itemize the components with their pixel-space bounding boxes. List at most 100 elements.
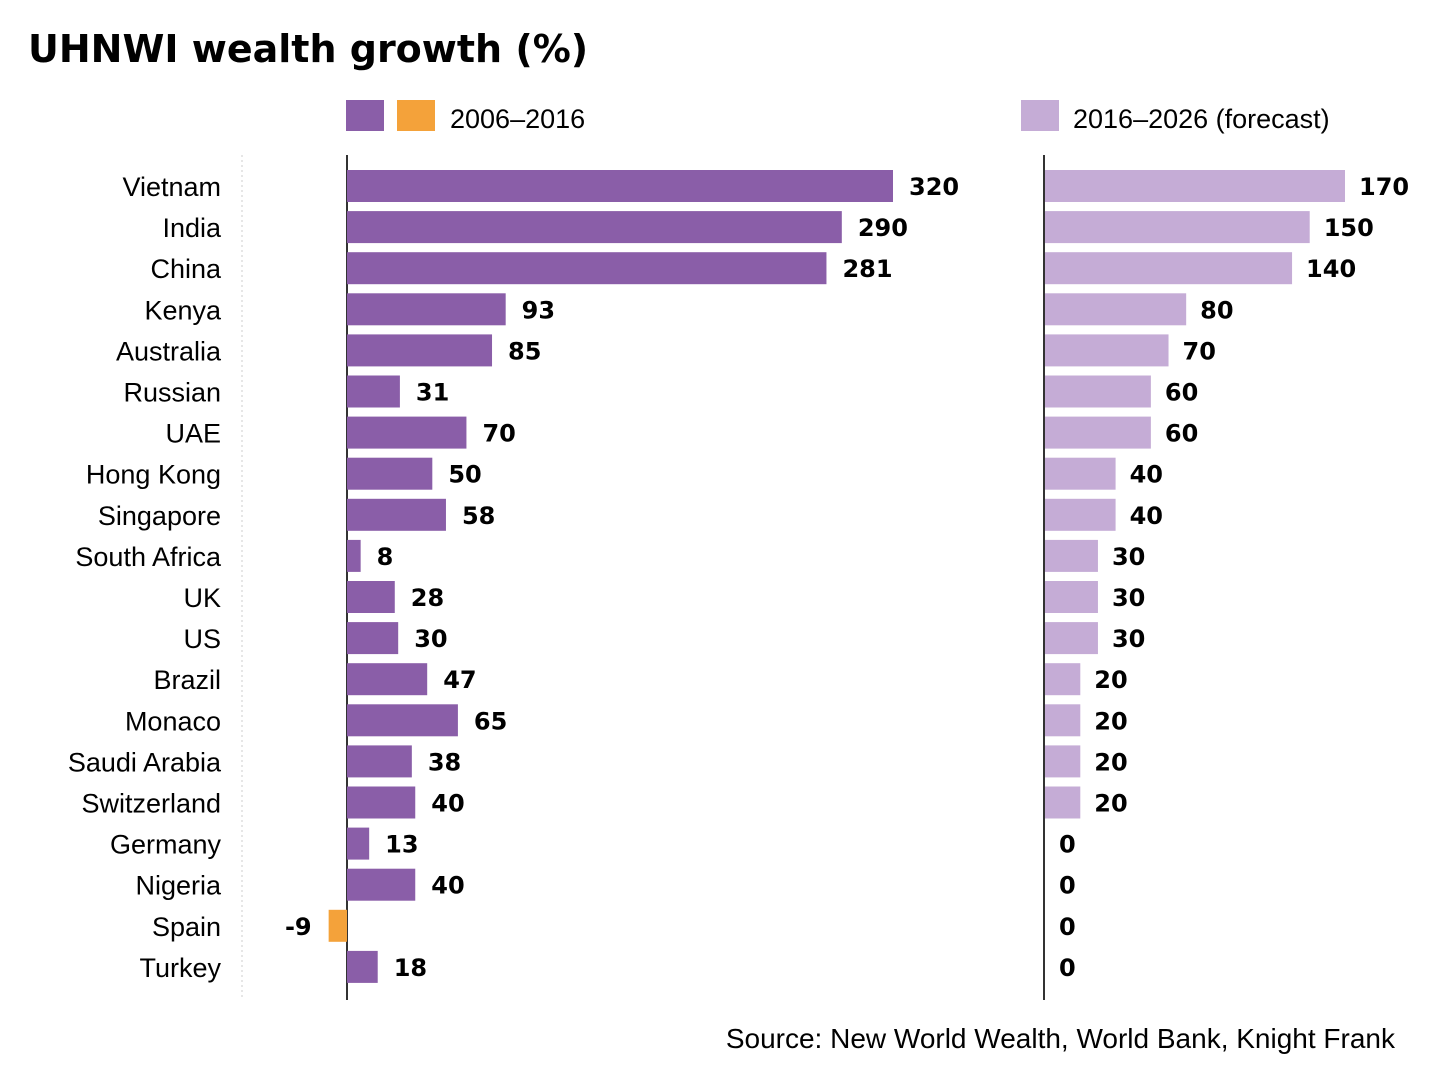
value-label-forecast-india: 150 <box>1324 214 1374 242</box>
value-label-forecast-singapore: 40 <box>1130 502 1163 530</box>
value-label-2006-2016-uae: 70 <box>482 420 515 448</box>
bar-2006-2016-south-africa <box>347 539 361 572</box>
value-label-forecast-brazil: 20 <box>1094 666 1127 694</box>
value-label-2006-2016-turkey: 18 <box>394 954 427 982</box>
bar-2006-2016-vietnam <box>347 170 893 202</box>
value-label-forecast-saudi-arabia: 20 <box>1094 748 1127 776</box>
value-label-2006-2016-kenya: 93 <box>522 296 555 324</box>
value-label-2006-2016-brazil: 47 <box>443 666 476 694</box>
value-label-2006-2016-switzerland: 40 <box>431 790 464 818</box>
legend-label-2006-2016: 2006–2016 <box>450 104 585 134</box>
value-label-forecast-china: 140 <box>1306 255 1356 283</box>
bar-forecast-saudi-arabia <box>1045 745 1081 778</box>
value-label-2006-2016-russian: 31 <box>416 379 449 407</box>
bar-forecast-china <box>1045 252 1293 285</box>
bar-2006-2016-us <box>347 622 399 655</box>
value-label-forecast-nigeria: 0 <box>1059 872 1076 900</box>
value-label-forecast-monaco: 20 <box>1094 707 1127 735</box>
bar-forecast-south-africa <box>1045 539 1098 572</box>
value-label-2006-2016-australia: 85 <box>508 337 541 365</box>
bar-2006-2016-australia <box>347 334 493 367</box>
bar-2006-2016-singapore <box>347 498 446 531</box>
country-label-brazil: Brazil <box>153 665 221 695</box>
value-label-forecast-kenya: 80 <box>1200 296 1233 324</box>
country-label-vietnam: Vietnam <box>122 172 221 202</box>
bar-2006-2016-hong-kong <box>347 457 433 490</box>
country-label-uae: UAE <box>165 419 221 449</box>
bar-2006-2016-switzerland <box>347 786 416 819</box>
country-label-hong-kong: Hong Kong <box>86 460 221 490</box>
value-label-2006-2016-nigeria: 40 <box>431 872 464 900</box>
country-label-singapore: Singapore <box>98 501 221 531</box>
bar-2006-2016-monaco <box>347 704 458 737</box>
bar-2006-2016-china <box>347 252 827 285</box>
source-note: Source: New World Wealth, World Bank, Kn… <box>726 1023 1396 1054</box>
legend-swatch-forecast <box>1021 100 1059 131</box>
bar-2006-2016-turkey <box>347 950 378 983</box>
value-label-2006-2016-monaco: 65 <box>474 707 507 735</box>
value-label-2006-2016-china: 281 <box>842 255 892 283</box>
value-label-2006-2016-india: 290 <box>858 214 908 242</box>
country-label-uk: UK <box>183 583 221 613</box>
bar-forecast-kenya <box>1045 293 1187 326</box>
value-label-forecast-switzerland: 20 <box>1094 790 1127 818</box>
bar-2006-2016-brazil <box>347 663 428 696</box>
country-label-australia: Australia <box>116 336 222 366</box>
value-label-2006-2016-spain: -9 <box>285 913 312 941</box>
legend-swatch-2006-2016-orange <box>397 100 435 131</box>
bar-forecast-hong-kong <box>1045 457 1116 490</box>
value-label-forecast-germany: 0 <box>1059 831 1076 859</box>
value-label-2006-2016-hong-kong: 50 <box>448 461 481 489</box>
bar-2006-2016-nigeria <box>347 868 416 901</box>
legend: 2006–2016 2016–2026 (forecast) <box>346 100 1330 134</box>
bar-2006-2016-uk <box>347 581 395 613</box>
chart-rows: Vietnam 320 170 India 290 150 China 281 140 Kenya… <box>68 170 1409 983</box>
value-label-2006-2016-vietnam: 320 <box>909 173 959 201</box>
value-label-2006-2016-saudi-arabia: 38 <box>428 748 461 776</box>
bar-forecast-singapore <box>1045 498 1116 531</box>
country-label-switzerland: Switzerland <box>81 789 221 819</box>
bar-2006-2016-kenya <box>347 293 506 326</box>
value-label-forecast-vietnam: 170 <box>1359 173 1409 201</box>
bar-forecast-monaco <box>1045 704 1081 737</box>
value-label-2006-2016-us: 30 <box>414 625 447 653</box>
country-label-south-africa: South Africa <box>75 542 222 572</box>
country-label-spain: Spain <box>152 912 221 942</box>
country-label-russian: Russian <box>123 378 221 408</box>
bar-2006-2016-saudi-arabia <box>347 745 412 778</box>
legend-label-forecast: 2016–2026 (forecast) <box>1073 104 1330 134</box>
value-label-2006-2016-singapore: 58 <box>462 502 495 530</box>
bar-forecast-australia <box>1045 334 1169 367</box>
bar-2006-2016-spain <box>328 909 347 942</box>
legend-swatch-2006-2016-purple <box>346 100 384 131</box>
value-label-forecast-hong-kong: 40 <box>1130 461 1163 489</box>
bar-forecast-brazil <box>1045 663 1081 696</box>
bar-forecast-russian <box>1045 375 1151 408</box>
country-label-india: India <box>162 213 222 243</box>
country-label-germany: Germany <box>110 830 222 860</box>
value-label-forecast-us: 30 <box>1112 625 1145 653</box>
bar-forecast-us <box>1045 622 1098 655</box>
value-label-forecast-uk: 30 <box>1112 584 1145 612</box>
value-label-forecast-turkey: 0 <box>1059 954 1076 982</box>
bar-forecast-switzerland <box>1045 786 1081 819</box>
bar-forecast-vietnam <box>1045 170 1345 202</box>
country-label-us: US <box>183 624 221 654</box>
value-label-forecast-spain: 0 <box>1059 913 1076 941</box>
country-label-china: China <box>150 254 222 284</box>
bar-forecast-uk <box>1045 581 1098 613</box>
bar-2006-2016-uae <box>347 416 467 449</box>
bar-forecast-uae <box>1045 416 1151 449</box>
country-label-saudi-arabia: Saudi Arabia <box>68 747 222 777</box>
country-label-nigeria: Nigeria <box>135 871 222 901</box>
value-label-2006-2016-south-africa: 8 <box>377 543 394 571</box>
value-label-2006-2016-uk: 28 <box>411 584 444 612</box>
bar-2006-2016-india <box>347 211 842 244</box>
value-label-forecast-uae: 60 <box>1165 420 1198 448</box>
bar-2006-2016-russian <box>347 375 400 408</box>
chart-title: UHNWI wealth growth (%) <box>28 27 588 71</box>
country-label-monaco: Monaco <box>125 706 221 736</box>
bar-forecast-india <box>1045 211 1310 244</box>
